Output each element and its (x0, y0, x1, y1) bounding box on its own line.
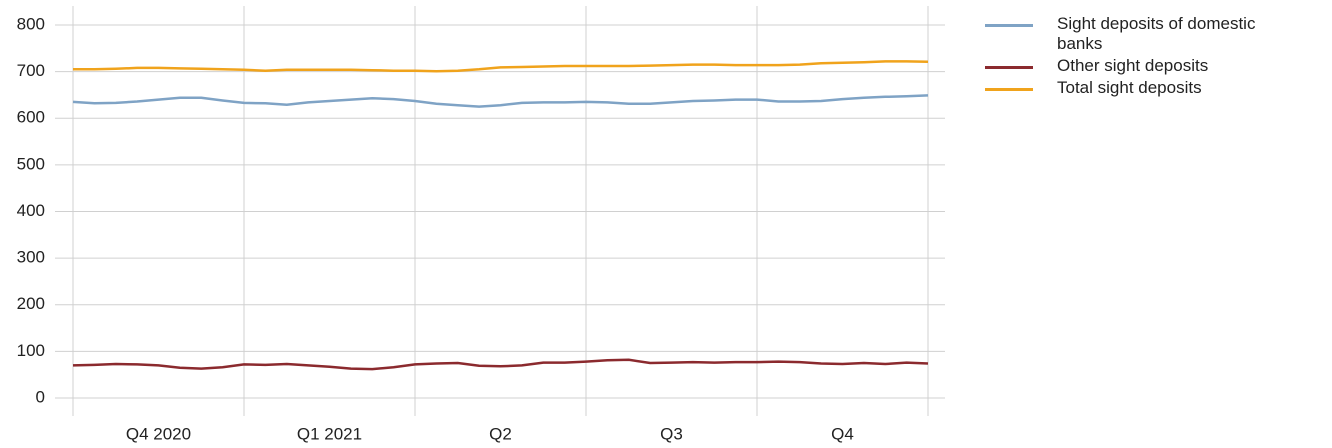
legend-item: Total sight deposits (985, 78, 1315, 98)
y-tick-label: 600 (17, 108, 45, 127)
y-tick-label: 500 (17, 154, 45, 173)
y-tick-label: 0 (36, 387, 45, 406)
y-tick-label: 400 (17, 201, 45, 220)
x-tick-label: Q3 (660, 424, 683, 443)
x-tick-label: Q2 (489, 424, 512, 443)
legend-label: Other sight deposits (1057, 56, 1209, 75)
x-tick-label: Q4 (831, 424, 854, 443)
series-line (72, 358, 929, 371)
y-tick-label: 200 (17, 294, 45, 313)
y-tick-label: 800 (17, 14, 45, 33)
legend-label: Sight deposits of domestic banks (1057, 14, 1256, 53)
legend: Sight deposits of domestic banks Other si… (985, 14, 1315, 100)
legend-swatch (985, 88, 1033, 91)
series-line (72, 94, 929, 108)
legend-item: Sight deposits of domestic banks (985, 14, 1315, 54)
legend-swatch (985, 66, 1033, 69)
x-tick-label: Q4 2020 (126, 424, 191, 443)
legend-label: Total sight deposits (1057, 78, 1202, 97)
series-line (73, 60, 929, 73)
y-tick-label: 100 (17, 341, 45, 360)
y-tick-label: 700 (17, 61, 45, 80)
legend-swatch (985, 24, 1033, 27)
x-tick-label: Q1 2021 (297, 424, 362, 443)
y-tick-label: 300 (17, 248, 45, 267)
legend-item: Other sight deposits (985, 56, 1315, 76)
